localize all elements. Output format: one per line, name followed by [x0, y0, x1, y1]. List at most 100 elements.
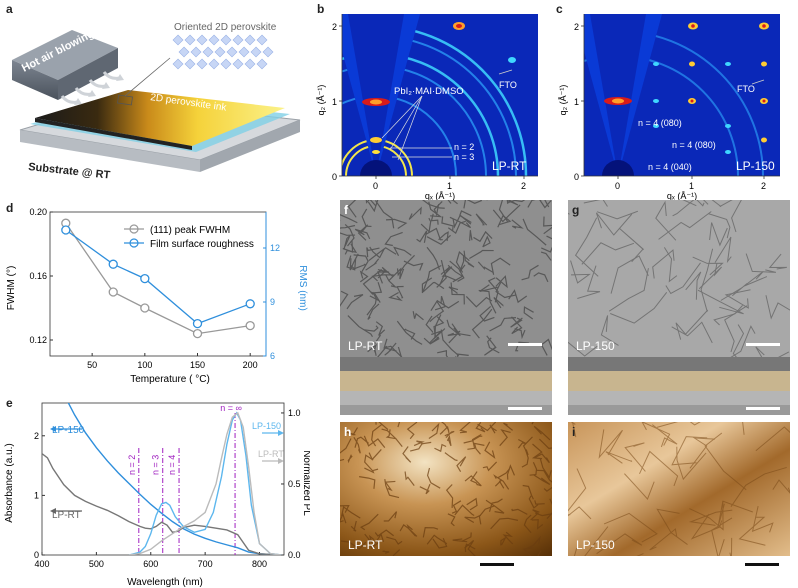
sem-top-lp-150: LP-150: [568, 200, 790, 358]
grain-boundary: [422, 526, 439, 538]
ytick-c: 2: [574, 22, 579, 32]
grain-boundary: [655, 200, 677, 241]
grain-boundary: [445, 484, 454, 508]
grain-boundary: [397, 346, 403, 358]
grain-boundary: [403, 260, 424, 271]
grain-boundary: [364, 533, 375, 543]
blower-side: [12, 60, 58, 100]
grain-boundary: [426, 234, 451, 246]
e-annot-label-n3: n = 3: [151, 455, 161, 475]
octahedron: [220, 34, 232, 46]
grain-boundary: [597, 210, 639, 220]
grain-boundary: [738, 516, 766, 546]
sem-top-lp-rt: LP-RT: [340, 200, 552, 358]
oriented-label: Oriented 2D perovskite: [174, 22, 277, 33]
e-xtick-label: 400: [34, 559, 49, 569]
d-series-point-1: [61, 225, 71, 235]
grain-boundary: [499, 429, 511, 447]
grain-boundary: [413, 440, 425, 447]
grain-boundary: [772, 479, 790, 494]
grain-boundary: [388, 291, 403, 302]
ytick-c: 1: [574, 97, 579, 107]
grain-boundary: [448, 323, 461, 344]
grain-boundary: [412, 311, 424, 321]
octahedron: [184, 34, 196, 46]
grain-boundary: [732, 324, 745, 358]
grain-boundary: [755, 426, 790, 452]
grain-boundary: [426, 534, 448, 545]
grain-boundary: [464, 539, 476, 556]
grain-boundary: [367, 538, 381, 549]
grain-boundary: [618, 227, 644, 263]
grain-boundary: [581, 242, 635, 265]
grain-boundary: [682, 200, 709, 207]
grain-boundary: [656, 508, 688, 545]
xtick-c: 0: [615, 181, 620, 191]
grain-boundary: [493, 297, 504, 309]
grain-boundary: [676, 446, 707, 481]
e-ytick-label: 1: [34, 490, 39, 500]
grain-boundary: [449, 216, 472, 229]
grain-boundary: [479, 284, 498, 292]
grain-boundary: [517, 438, 526, 449]
grain-boundary: [361, 208, 372, 228]
e-legend-lp150-right: LP-150: [252, 421, 281, 431]
grain-boundary: [454, 504, 475, 517]
xtick-b: 2: [521, 181, 526, 191]
grain-boundary: [675, 309, 709, 340]
grain-boundary: [521, 449, 529, 468]
grain-boundary: [363, 435, 386, 448]
panel-label-g: g: [572, 203, 580, 217]
grain-boundary: [371, 274, 394, 282]
grain-boundary: [531, 443, 543, 460]
e-arrowhead-lp150-right: [278, 430, 284, 436]
grain-boundary: [382, 550, 390, 554]
grain-boundary: [533, 474, 551, 486]
grain-boundary: [381, 428, 403, 448]
grain-boundary: [688, 509, 733, 526]
grain-boundary: [471, 308, 493, 339]
d-ytick-label: 0.20: [29, 207, 47, 217]
grain-boundary: [511, 219, 524, 229]
octahedron: [220, 58, 232, 70]
annot-c-3: n = 4 (040): [648, 162, 692, 172]
e-y2tick-label: 0.5: [288, 479, 301, 489]
ytick-b: 0: [332, 172, 337, 182]
d-xtick-label: 200: [243, 360, 258, 370]
grain-boundary: [583, 200, 601, 204]
grain-boundary: [385, 429, 397, 440]
grain-boundary: [406, 422, 418, 440]
grain-boundary: [447, 220, 466, 235]
grain-boundary: [404, 471, 415, 487]
grain-boundary: [366, 247, 380, 258]
grain-boundary: [396, 285, 404, 299]
grain-boundary: [369, 292, 381, 303]
grain-boundary: [539, 200, 552, 209]
octahedron: [178, 46, 190, 58]
grain-boundary: [450, 282, 465, 305]
grain-boundary: [375, 321, 386, 336]
grain-boundary: [652, 249, 675, 279]
grain-boundary: [535, 511, 552, 517]
e-series-group: [42, 403, 282, 555]
grain-boundary: [441, 216, 454, 232]
grain-boundary: [340, 290, 349, 307]
grain-boundary: [743, 271, 768, 287]
grain-boundary: [658, 211, 712, 240]
ytick-b: 1: [332, 97, 337, 107]
grain-boundary: [449, 260, 465, 282]
ylabel-c: q₂ (Å⁻¹): [558, 85, 568, 116]
grain-boundary: [463, 200, 483, 209]
e-plot-frame: [41, 402, 285, 556]
grain-boundary: [768, 253, 787, 270]
octahedron: [238, 46, 250, 58]
grain-boundary: [364, 325, 379, 332]
grain-boundary: [393, 246, 412, 257]
octahedron: [244, 58, 256, 70]
grain-boundary: [359, 476, 376, 489]
grain-boundary: [349, 253, 359, 271]
grain-boundary: [447, 200, 458, 205]
d-series-point-1: [140, 273, 150, 284]
xlabel-b: qₓ (Å⁻¹): [425, 191, 455, 200]
panel-label-d: d: [6, 201, 14, 215]
